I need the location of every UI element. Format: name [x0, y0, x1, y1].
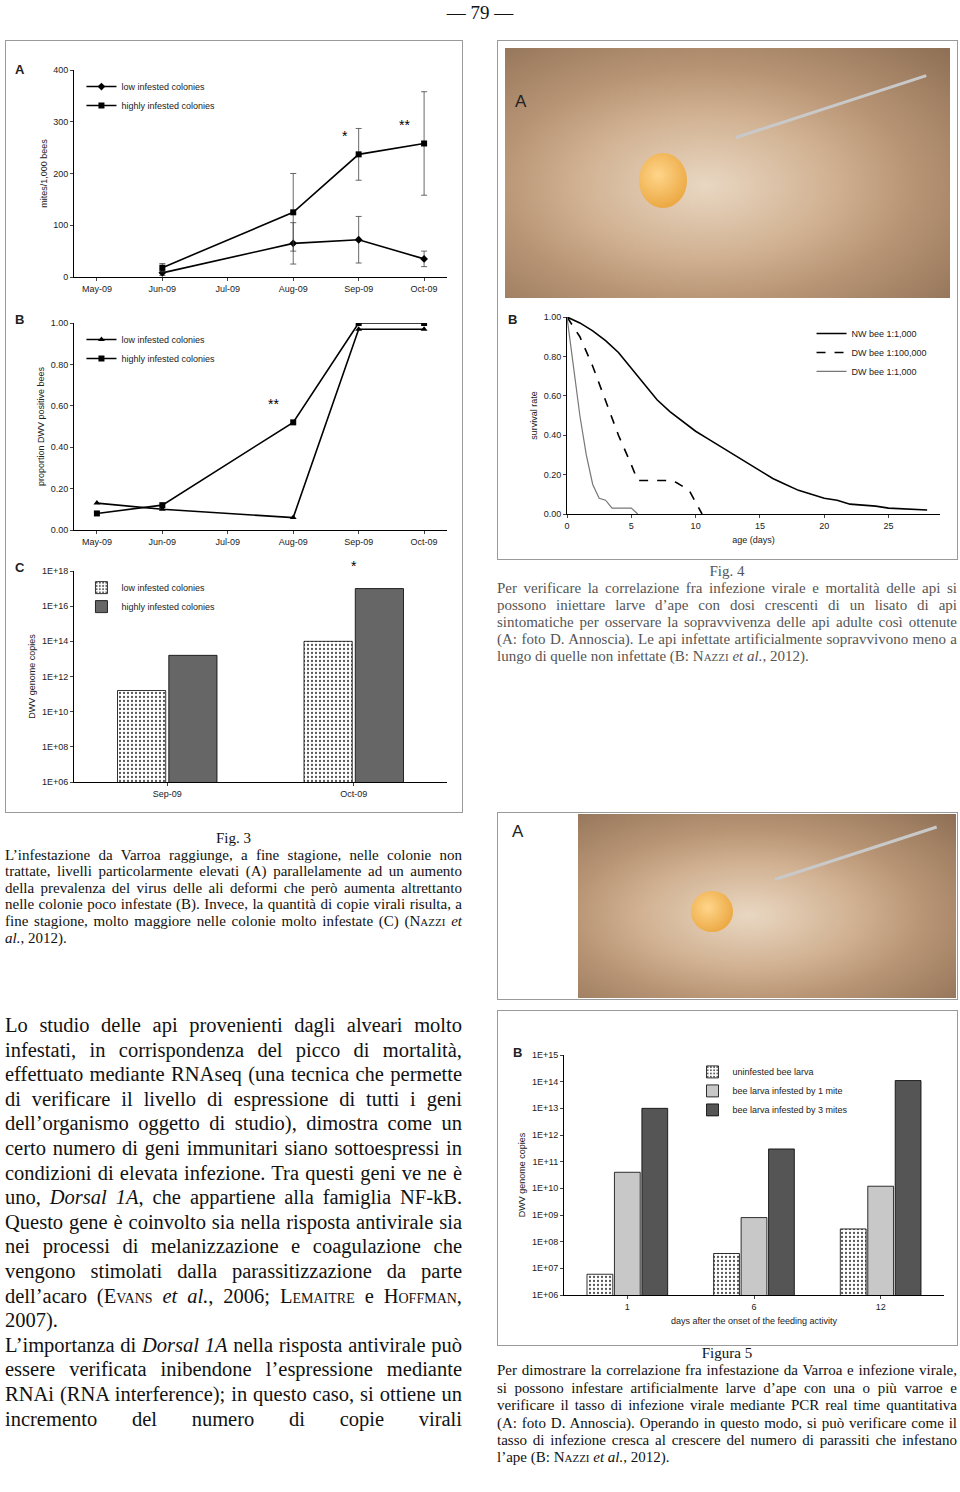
html-text:A: A: [15, 62, 25, 77]
svg-text:1E+06: 1E+06: [42, 777, 68, 787]
html-text:Figura 5: Figura 5: [701, 1345, 753, 1361]
svg-text:0: 0: [564, 521, 569, 531]
svg-text:survival rate: survival rate: [529, 391, 539, 440]
svg-text:1E+18: 1E+18: [42, 566, 68, 576]
svg-text:NW bee 1:1,000: NW bee 1:1,000: [852, 329, 917, 339]
svg-text:400: 400: [53, 65, 68, 75]
svg-text:0.60: 0.60: [51, 401, 69, 411]
svg-text:Aug-09: Aug-09: [279, 537, 308, 547]
svg-text:1E+10: 1E+10: [532, 1183, 558, 1193]
svg-text:5: 5: [629, 521, 634, 531]
svg-text:1E+06: 1E+06: [532, 1290, 558, 1300]
svg-text:1E+08: 1E+08: [532, 1237, 558, 1247]
svg-text:1E+09: 1E+09: [532, 1210, 558, 1220]
svg-text:highly infested colonies: highly infested colonies: [121, 101, 215, 111]
svg-text:highly infested colonies: highly infested colonies: [121, 354, 215, 364]
html-text:B: B: [513, 1045, 523, 1060]
html-text:C: C: [15, 560, 25, 575]
svg-text:1E+11: 1E+11: [533, 1157, 559, 1167]
svg-text:Jun-09: Jun-09: [149, 537, 177, 547]
svg-text:Oct-09: Oct-09: [411, 284, 438, 294]
svg-text:low infested colonies: low infested colonies: [121, 82, 205, 92]
svg-text:DWV genome copies: DWV genome copies: [27, 634, 37, 719]
svg-text:0: 0: [63, 272, 68, 282]
svg-text:Sep-09: Sep-09: [153, 789, 182, 799]
svg-text:1E+12: 1E+12: [42, 672, 68, 682]
svg-text:0.20: 0.20: [544, 470, 562, 480]
html-text:Lo studio delle api provenient: Lo studio delle api provenienti dagli al…: [5, 1014, 462, 1307]
svg-text:May-09: May-09: [82, 284, 112, 294]
svg-text:0.00: 0.00: [51, 525, 69, 535]
svg-text:**: **: [268, 396, 279, 412]
html-text:B: B: [508, 312, 518, 327]
svg-text:100: 100: [53, 220, 68, 230]
svg-text:*: *: [342, 128, 348, 144]
html-text:L’importanza di Dorsal 1A nell: L’importanza di Dorsal 1A nella risposta…: [5, 1333, 462, 1430]
svg-text:0.80: 0.80: [51, 360, 69, 370]
svg-text:Jul-09: Jul-09: [216, 537, 241, 547]
html-text:B: B: [15, 312, 25, 327]
svg-text:Oct-09: Oct-09: [411, 537, 438, 547]
html-text:Per dimostrare la correlazione: Per dimostrare la correlazione fra infes…: [497, 1362, 957, 1466]
svg-text:uninfested bee larva: uninfested bee larva: [733, 1067, 814, 1077]
svg-text:highly infested colonies: highly infested colonies: [121, 602, 215, 612]
svg-text:1E+07: 1E+07: [532, 1263, 558, 1273]
svg-text:0.20: 0.20: [51, 484, 69, 494]
svg-text:bee larva infested by 1 mite: bee larva infested by 1 mite: [733, 1086, 843, 1096]
svg-text:25: 25: [884, 521, 894, 531]
svg-text:1.00: 1.00: [51, 318, 69, 328]
svg-text:proportion DWV positive bees: proportion DWV positive bees: [36, 366, 46, 486]
svg-text:May-09: May-09: [82, 537, 112, 547]
svg-text:DWV genome copies: DWV genome copies: [517, 1132, 527, 1217]
svg-text:0.00: 0.00: [544, 509, 562, 519]
html-text:L’infestazione da Varroa raggi: L’infestazione da Varroa raggiunge, a fi…: [5, 846, 462, 946]
svg-text:15: 15: [755, 521, 765, 531]
svg-text:1: 1: [625, 1302, 630, 1312]
svg-text:6: 6: [751, 1302, 756, 1312]
html-text:Fig. 4: Fig. 4: [709, 563, 745, 579]
svg-text:1E+12: 1E+12: [532, 1130, 558, 1140]
svg-text:Sep-09: Sep-09: [344, 284, 373, 294]
svg-text:12: 12: [876, 1302, 886, 1312]
svg-text:1.00: 1.00: [544, 312, 562, 322]
svg-text:DW bee 1:1,000: DW bee 1:1,000: [852, 367, 917, 377]
svg-text:DW bee 1:100,000: DW bee 1:100,000: [852, 348, 927, 358]
html-text:Fig. 3: Fig. 3: [216, 830, 251, 846]
svg-text:20: 20: [819, 521, 829, 531]
svg-text:Jun-09: Jun-09: [149, 284, 177, 294]
svg-text:low infested colonies: low infested colonies: [121, 583, 205, 593]
svg-text:1E+10: 1E+10: [42, 707, 68, 717]
svg-text:bee larva infested by 3 mites: bee larva infested by 3 mites: [733, 1105, 848, 1115]
svg-text:age (days): age (days): [732, 535, 775, 545]
svg-text:1E+14: 1E+14: [532, 1077, 558, 1087]
svg-text:10: 10: [691, 521, 701, 531]
svg-text:**: **: [399, 117, 410, 133]
svg-text:Aug-09: Aug-09: [279, 284, 308, 294]
svg-text:1E+08: 1E+08: [42, 742, 68, 752]
svg-text:1E+13: 1E+13: [532, 1103, 558, 1113]
html-text:A: A: [515, 92, 527, 111]
svg-text:1E+15: 1E+15: [532, 1050, 558, 1060]
svg-text:0.60: 0.60: [544, 391, 562, 401]
html-text:— 79 —: — 79 —: [446, 2, 514, 23]
svg-text:1E+14: 1E+14: [42, 636, 68, 646]
svg-text:Sep-09: Sep-09: [344, 537, 373, 547]
svg-text:mites/1,000 bees: mites/1,000 bees: [39, 139, 49, 208]
svg-text:low infested colonies: low infested colonies: [121, 335, 205, 345]
svg-text:0.80: 0.80: [544, 352, 562, 362]
html-text:A: A: [512, 822, 524, 841]
svg-text:0.40: 0.40: [51, 442, 69, 452]
svg-text:200: 200: [53, 169, 68, 179]
svg-text:Jul-09: Jul-09: [216, 284, 241, 294]
svg-text:0.40: 0.40: [544, 430, 562, 440]
html-text:Per verificare la correlazione: Per verificare la correlazione fra infez…: [497, 580, 957, 664]
html-text:et al., 2006; Lemaitre e Hoffm: et al., 2006; Lemaitre e Hoffman, 2007).: [5, 1284, 462, 1332]
svg-text:*: *: [351, 558, 357, 574]
svg-text:Oct-09: Oct-09: [340, 789, 367, 799]
svg-text:300: 300: [53, 117, 68, 127]
svg-text:days after the onset of the fe: days after the onset of the feeding acti…: [671, 1316, 838, 1326]
svg-text:1E+16: 1E+16: [42, 601, 68, 611]
